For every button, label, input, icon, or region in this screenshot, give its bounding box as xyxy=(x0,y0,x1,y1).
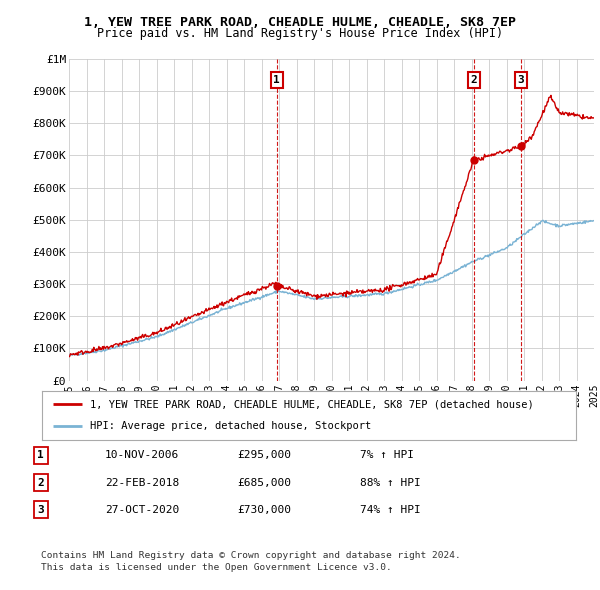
Text: 10-NOV-2006: 10-NOV-2006 xyxy=(105,451,179,460)
Text: £295,000: £295,000 xyxy=(237,451,291,460)
Text: 1, YEW TREE PARK ROAD, CHEADLE HULME, CHEADLE, SK8 7EP (detached house): 1, YEW TREE PARK ROAD, CHEADLE HULME, CH… xyxy=(90,399,534,409)
Text: 7% ↑ HPI: 7% ↑ HPI xyxy=(360,451,414,460)
Text: 27-OCT-2020: 27-OCT-2020 xyxy=(105,505,179,514)
Text: 1, YEW TREE PARK ROAD, CHEADLE HULME, CHEADLE, SK8 7EP: 1, YEW TREE PARK ROAD, CHEADLE HULME, CH… xyxy=(84,16,516,29)
Text: 88% ↑ HPI: 88% ↑ HPI xyxy=(360,478,421,487)
Text: 1: 1 xyxy=(37,451,44,460)
Text: £685,000: £685,000 xyxy=(237,478,291,487)
Text: HPI: Average price, detached house, Stockport: HPI: Average price, detached house, Stoc… xyxy=(90,421,371,431)
Text: 3: 3 xyxy=(518,75,524,85)
Text: This data is licensed under the Open Government Licence v3.0.: This data is licensed under the Open Gov… xyxy=(41,563,392,572)
Text: 1: 1 xyxy=(274,75,280,85)
Text: 2: 2 xyxy=(470,75,478,85)
Text: 3: 3 xyxy=(37,505,44,514)
Text: Price paid vs. HM Land Registry's House Price Index (HPI): Price paid vs. HM Land Registry's House … xyxy=(97,27,503,40)
Text: 2: 2 xyxy=(37,478,44,487)
Text: £730,000: £730,000 xyxy=(237,505,291,514)
Text: 22-FEB-2018: 22-FEB-2018 xyxy=(105,478,179,487)
Text: 74% ↑ HPI: 74% ↑ HPI xyxy=(360,505,421,514)
Text: Contains HM Land Registry data © Crown copyright and database right 2024.: Contains HM Land Registry data © Crown c… xyxy=(41,551,461,560)
